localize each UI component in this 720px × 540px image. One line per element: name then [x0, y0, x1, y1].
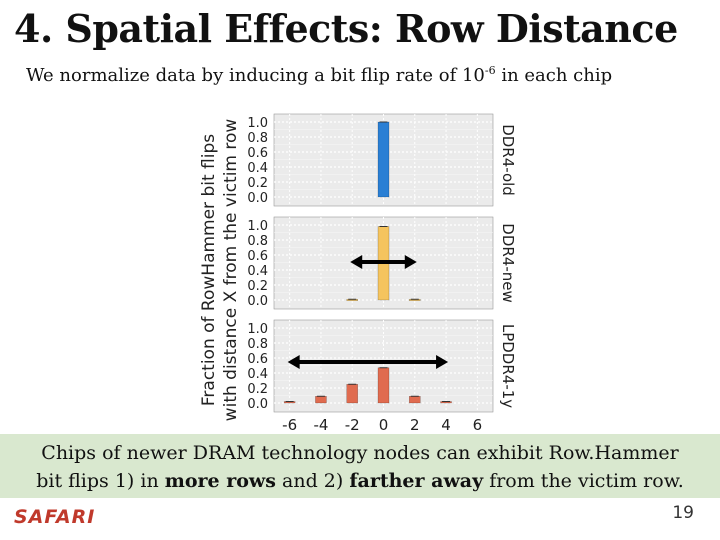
y-tick-label: 0.0	[247, 397, 268, 412]
y-tick-label: 0.2	[247, 279, 268, 294]
y-axis-label-line2: with distance X from the victim row	[221, 119, 241, 422]
spread-arrow-head-left	[350, 255, 363, 269]
y-tick-label: 0.4	[247, 367, 268, 382]
safari-logo: SAFARI	[14, 506, 96, 528]
slide-subtitle: We normalize data by inducing a bit flip…	[26, 64, 612, 86]
y-tick-label: 0.6	[247, 249, 268, 264]
y-tick-label: 0.0	[247, 191, 268, 206]
row-distance-chart: Fraction of RowHammer bit flips with dist…	[199, 113, 517, 432]
callout-text: from the victim row.	[483, 470, 684, 492]
bar	[409, 396, 421, 404]
panel-label: DDR4-old	[499, 124, 517, 196]
x-tick-label: 2	[410, 416, 420, 432]
panel-label: LPDDR4-1y	[499, 324, 517, 408]
subtitle-exponent: -6	[484, 64, 496, 77]
y-tick-label: 0.6	[247, 352, 268, 367]
y-tick-label: 0.8	[247, 337, 268, 352]
callout-box: Chips of newer DRAM technology nodes can…	[0, 434, 720, 498]
y-tick-label: 1.0	[247, 116, 268, 131]
x-tick-label: 4	[441, 416, 451, 432]
subtitle-suffix: in each chip	[495, 65, 613, 86]
x-tick-label: -6	[282, 416, 297, 432]
y-tick-label: 0.4	[247, 161, 268, 176]
page-number: 19	[672, 503, 694, 523]
y-tick-label: 1.0	[247, 322, 268, 337]
y-tick-label: 0.8	[247, 131, 268, 146]
y-tick-label: 0.2	[247, 176, 268, 191]
callout-emphasis-farther-away: farther away	[349, 470, 484, 492]
x-tick-label: 0	[379, 416, 389, 432]
callout-text: and 2)	[275, 470, 350, 492]
bar	[377, 121, 390, 198]
spread-arrow-head-right	[436, 355, 449, 369]
y-tick-label: 0.6	[247, 146, 268, 161]
callout-text: bit flips 1) in	[36, 470, 165, 492]
y-tick-label: 0.2	[247, 382, 268, 397]
x-tick-label: -2	[345, 416, 360, 432]
bar	[346, 384, 358, 404]
spread-arrow-head-left	[287, 355, 300, 369]
x-tick-label: 6	[473, 416, 483, 432]
callout-line-1: Chips of newer DRAM technology nodes can…	[41, 442, 679, 464]
callout-line-2: bit flips 1) in more rows and 2) farther…	[0, 467, 720, 495]
y-tick-label: 0.8	[247, 234, 268, 249]
slide-title: 4. Spatial Effects: Row Distance	[14, 6, 678, 51]
y-axis-label-line1: Fraction of RowHammer bit flips	[199, 134, 219, 406]
y-tick-label: 1.0	[247, 219, 268, 234]
bar	[377, 367, 390, 404]
y-tick-label: 0.4	[247, 264, 268, 279]
spread-arrow-head-right	[404, 255, 417, 269]
bar	[315, 396, 327, 404]
callout-emphasis-more-rows: more rows	[164, 470, 276, 492]
subtitle-prefix: We normalize data by inducing a bit flip…	[26, 65, 485, 86]
y-tick-label: 0.0	[247, 294, 268, 309]
panel-label: DDR4-new	[499, 223, 517, 302]
x-tick-label: -4	[313, 416, 328, 432]
